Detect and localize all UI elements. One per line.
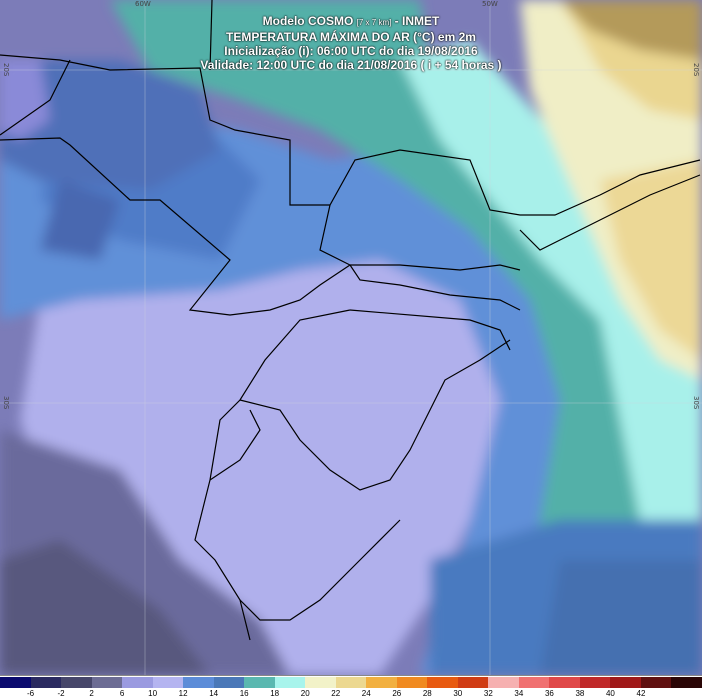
title-line-model: Modelo COSMO [7 x 7 km] - INMET bbox=[262, 14, 440, 28]
colorbar-tick-label: -2 bbox=[57, 689, 65, 698]
colorbar-swatch bbox=[488, 677, 519, 688]
colorbar-swatch bbox=[579, 677, 611, 688]
colorbar-swatch bbox=[640, 677, 672, 688]
colorbar-swatch bbox=[213, 677, 245, 688]
longitude-label-50w: 50W bbox=[482, 0, 498, 8]
colorbar-swatch bbox=[91, 677, 123, 688]
colorbar-tick-label: 2 bbox=[89, 689, 94, 698]
colorbar-tick-label: 38 bbox=[575, 689, 585, 698]
title-line-initialization: Inicialização (i): 06:00 UTC do dia 19/0… bbox=[224, 44, 478, 58]
colorbar-swatch bbox=[335, 677, 367, 688]
colorbar-tick-label: 18 bbox=[270, 689, 280, 698]
colorbar-tick-label: 16 bbox=[239, 689, 249, 698]
colorbar-tick-label: 6 bbox=[119, 689, 125, 698]
political-boundaries bbox=[0, 0, 701, 641]
colorbar-swatch bbox=[366, 677, 397, 688]
colorbar-tick-label: 42 bbox=[636, 689, 646, 698]
latitude-label-left-20s: 20S bbox=[2, 63, 10, 77]
colorbar-swatch bbox=[518, 677, 550, 688]
latitude-label-right-30s: 30S bbox=[692, 396, 700, 410]
title-line-variable: TEMPERATURA MÁXIMA DO AR (°C) em 2m bbox=[226, 30, 476, 44]
colorbar-swatch bbox=[61, 677, 92, 688]
colorbar-tick-label: 14 bbox=[209, 689, 219, 698]
colorbar-swatch bbox=[0, 677, 31, 688]
colorbar-swatches bbox=[0, 677, 702, 688]
colorbar-tick-label: 34 bbox=[514, 689, 524, 698]
colorbar-swatch bbox=[183, 677, 214, 688]
colorbar-tick-label: 32 bbox=[483, 689, 493, 698]
colorbar-tick-label: 24 bbox=[361, 689, 371, 698]
colorbar-swatch bbox=[549, 677, 580, 688]
colorbar-swatch bbox=[122, 677, 153, 688]
colorbar-swatch bbox=[396, 677, 428, 688]
colorbar-tick-label: -6 bbox=[26, 689, 35, 698]
map-title-block: Modelo COSMO [7 x 7 km] - INMET TEMPERAT… bbox=[0, 14, 702, 72]
colorbar-tick-label: 20 bbox=[300, 689, 310, 698]
colorbar-swatch bbox=[30, 677, 62, 688]
latitude-label-left-30s: 30S bbox=[2, 396, 10, 410]
colorbar-tick-label: 26 bbox=[392, 689, 402, 698]
colorbar-tick-label: 36 bbox=[544, 689, 554, 698]
colorbar-tick-label: 10 bbox=[148, 689, 158, 698]
temperature-colorbar: -6 -2 2 6 10 12 14 16 18 20 22 24 26 28 30 32 34 36 38 40 42 bbox=[0, 675, 702, 700]
colorbar-swatch bbox=[244, 677, 275, 688]
colorbar-swatch bbox=[457, 677, 489, 688]
colorbar-tick-labels: -6 -2 2 6 10 12 14 16 18 20 22 24 26 28 30 32 34 36 38 40 42 bbox=[0, 689, 702, 700]
longitude-label-60w: 60W bbox=[135, 0, 151, 8]
colorbar-tick-label: 12 bbox=[178, 689, 188, 698]
temperature-shading bbox=[0, 0, 702, 675]
colorbar-tick-label: 28 bbox=[422, 689, 432, 698]
colorbar-tick-label: 30 bbox=[453, 689, 463, 698]
colorbar-swatch bbox=[274, 677, 306, 688]
title-line-validity: Validade: 12:00 UTC do dia 21/08/2016 ( … bbox=[200, 58, 502, 72]
latitude-label-right-20s: 20S bbox=[692, 63, 700, 77]
colorbar-swatch bbox=[152, 677, 184, 688]
colorbar-swatch bbox=[671, 677, 702, 688]
colorbar-tick-label: 40 bbox=[605, 689, 615, 698]
colorbar-tick-label: 22 bbox=[331, 689, 341, 698]
colorbar-swatch bbox=[427, 677, 458, 688]
colorbar-swatch bbox=[610, 677, 641, 688]
colorbar-swatch bbox=[305, 677, 336, 688]
